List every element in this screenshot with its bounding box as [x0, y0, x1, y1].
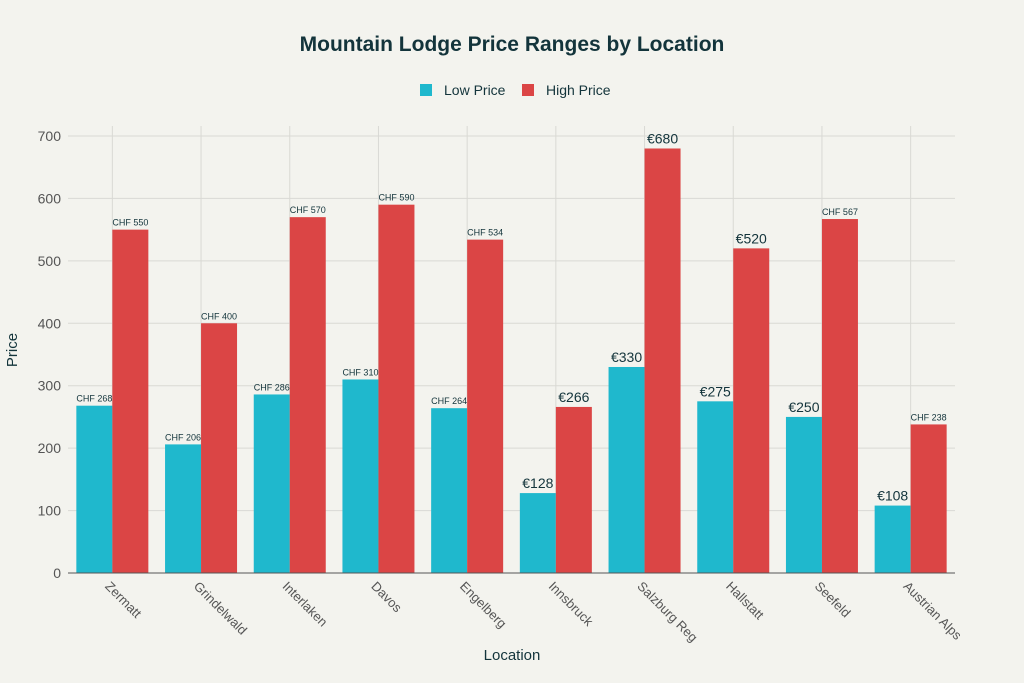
- y-tick-label: 700: [38, 128, 62, 144]
- bar-high-hallstatt: [733, 248, 770, 573]
- data-label: CHF 400: [201, 311, 237, 321]
- x-tick-label: Hallstatt: [723, 579, 767, 623]
- bar-high-austrian-alps: [910, 424, 947, 573]
- x-axis-title: Location: [484, 647, 541, 664]
- bar-low-davos: [342, 379, 379, 573]
- data-label: €266: [558, 389, 589, 405]
- bar-low-zermatt: [76, 405, 113, 573]
- y-axis-title: Price: [4, 333, 21, 367]
- bar-high-salzburg-reg: [644, 148, 681, 573]
- bar-low-austrian-alps: [874, 505, 911, 573]
- legend-label: High Price: [546, 82, 611, 98]
- data-label: €275: [700, 383, 731, 399]
- data-label: CHF 310: [342, 367, 378, 377]
- bar-low-salzburg-reg: [608, 366, 645, 573]
- x-tick-label: Grindelwald: [191, 579, 250, 638]
- data-label: €250: [788, 399, 819, 415]
- data-label: €680: [647, 130, 678, 146]
- x-tick-label: Austrian Alps: [901, 579, 966, 644]
- data-label: CHF 286: [254, 382, 290, 392]
- x-tick-label: Zermatt: [102, 579, 145, 622]
- x-tick-label: Interlaken: [280, 579, 331, 630]
- bar-low-innsbruck: [519, 493, 556, 573]
- bar-high-seefeld: [821, 219, 858, 573]
- data-label: €108: [877, 488, 908, 504]
- bar-high-grindelwald: [201, 323, 238, 573]
- bar-high-engelberg: [467, 239, 504, 574]
- y-tick-label: 600: [38, 190, 62, 206]
- data-label: CHF 550: [112, 218, 148, 228]
- x-tick-label: Seefeld: [812, 579, 854, 621]
- data-label: €520: [736, 230, 767, 246]
- data-label: €330: [611, 349, 642, 365]
- x-tick-label: Innsbruck: [546, 579, 597, 630]
- bar-low-seefeld: [785, 416, 822, 573]
- chart-title: Mountain Lodge Price Ranges by Location: [300, 33, 725, 56]
- y-tick-label: 100: [38, 503, 62, 519]
- data-label: CHF 570: [290, 205, 326, 215]
- data-label: CHF 567: [822, 207, 858, 217]
- y-tick-label: 500: [38, 253, 62, 269]
- data-label: CHF 590: [378, 193, 414, 203]
- data-label: €128: [522, 475, 553, 491]
- y-tick-label: 200: [38, 440, 62, 456]
- bar-low-grindelwald: [165, 444, 202, 573]
- data-label: CHF 268: [76, 394, 112, 404]
- data-label: CHF 534: [467, 228, 503, 238]
- bar-low-engelberg: [431, 408, 468, 573]
- data-label: CHF 206: [165, 432, 201, 442]
- legend-swatch: [420, 84, 432, 96]
- data-label: CHF 238: [911, 412, 947, 422]
- y-tick-label: 300: [38, 378, 62, 394]
- y-tick-label: 400: [38, 315, 62, 331]
- y-tick-label: 0: [53, 565, 61, 581]
- legend-swatch: [522, 84, 534, 96]
- x-tick-label: Davos: [368, 579, 405, 616]
- bar-high-interlaken: [289, 217, 326, 573]
- x-tick-label: Salzburg Reg: [634, 579, 700, 645]
- bar-low-hallstatt: [697, 401, 734, 573]
- legend: Low Price High Price: [420, 82, 611, 98]
- bar-high-zermatt: [112, 229, 149, 573]
- bar-high-davos: [378, 204, 415, 573]
- legend-label: Low Price: [444, 82, 506, 98]
- bar-high-innsbruck: [555, 406, 592, 573]
- data-label: CHF 264: [431, 396, 467, 406]
- x-tick-label: Engelberg: [457, 579, 510, 632]
- bar-low-interlaken: [253, 394, 290, 573]
